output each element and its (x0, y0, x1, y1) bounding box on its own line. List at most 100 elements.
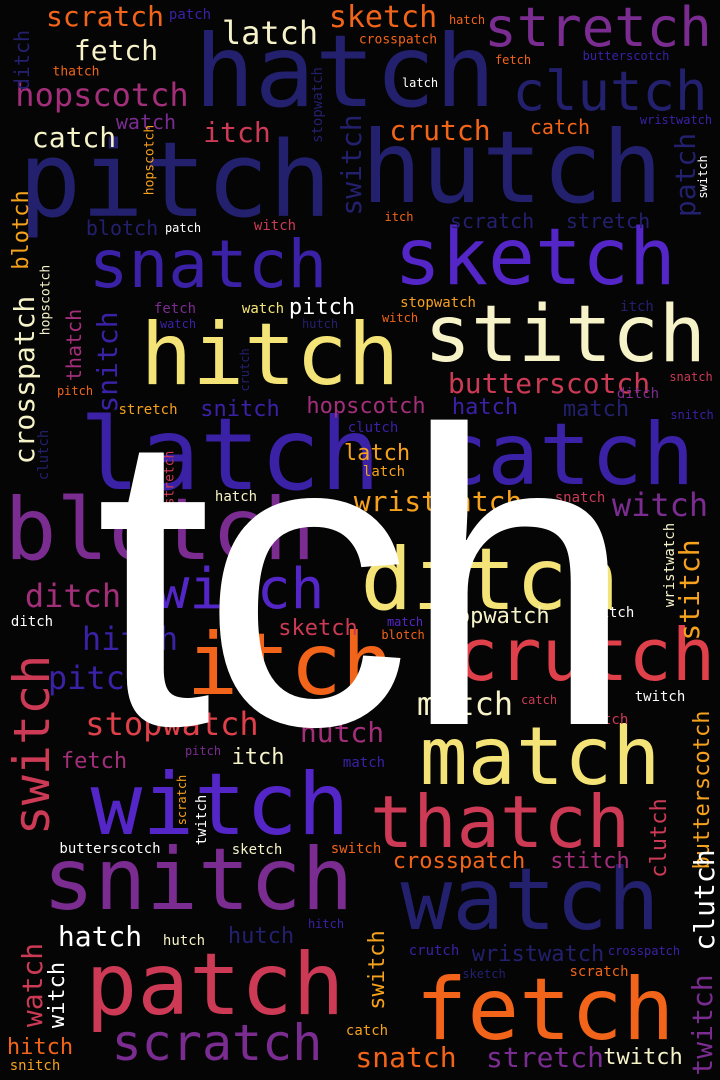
cloud-word: scratch (449, 209, 535, 233)
cloud-word: ditch (10, 614, 54, 630)
cloud-word: twitch (634, 689, 686, 705)
cloud-word: butterscotch (690, 710, 715, 870)
cloud-word: hutch (361, 109, 663, 226)
cloud-word: hutch (301, 317, 339, 331)
cloud-word: hutch (227, 924, 295, 949)
cloud-word: patch (164, 221, 202, 235)
cloud-word: match (416, 685, 514, 723)
cloud-word: stitch (673, 539, 706, 641)
cloud-word: catch (31, 121, 117, 154)
cloud-word: thatch (62, 308, 86, 382)
cloud-word: scratch (569, 964, 629, 980)
cloud-word: pitch (184, 744, 222, 758)
cloud-word: ditch (360, 530, 620, 630)
cloud-word: ditch (10, 29, 34, 91)
cloud-word: stopwatch (85, 705, 259, 743)
cloud-word: wristwatch (639, 113, 713, 127)
cloud-word: sketch (462, 967, 506, 981)
cloud-word: itch (384, 210, 414, 224)
cloud-word: stopwatch (310, 67, 326, 143)
cloud-word: switch (365, 930, 390, 1010)
cloud-word: hopscotch (142, 124, 158, 196)
cloud-word: blotch (9, 190, 34, 270)
cloud-word: stopwatch (430, 604, 550, 629)
cloud-word: snatch (355, 1041, 457, 1074)
cloud-word: switch (335, 114, 368, 216)
cloud-word: match (419, 710, 661, 803)
cloud-word: hitch (140, 305, 400, 405)
cloud-word: crosspatch (607, 944, 681, 958)
cloud-word: crosspatch (358, 32, 438, 48)
cloud-word: hopscotch (15, 76, 189, 114)
cloud-word: butterscotch (59, 841, 161, 857)
cloud-word: match (342, 755, 386, 771)
cloud-word: snitch (670, 408, 714, 422)
cloud-word: pitch (47, 659, 145, 697)
cloud-word: scratch (45, 0, 165, 33)
cloud-word: switch (3, 654, 61, 836)
cloud-word: itch (203, 116, 271, 149)
cloud-word: sketch (394, 213, 676, 303)
cloud-word: clutch (512, 60, 708, 123)
cloud-word: pitch (56, 384, 94, 398)
cloud-word: stretch (118, 402, 178, 418)
cloud-word: fetch (415, 960, 675, 1060)
cloud-word: match (562, 397, 630, 422)
cloud-word: catch (435, 405, 695, 505)
cloud-word: snatch (669, 370, 713, 384)
cloud-word: catch (345, 1023, 389, 1039)
cloud-word: stitch (424, 290, 706, 380)
cloud-word: itch (231, 745, 285, 770)
cloud-word: catch (529, 115, 591, 139)
cloud-word: crutch (454, 613, 716, 697)
cloud-word: witch (90, 755, 350, 855)
cloud-word: blotch (577, 712, 629, 728)
cloud-word: snatch (554, 490, 606, 506)
cloud-word: wristwatch (353, 485, 523, 518)
cloud-word: watch (16, 942, 49, 1028)
cloud-word: hitch (6, 1035, 74, 1060)
cloud-word: hatch (57, 920, 143, 953)
cloud-word: thatch (52, 64, 100, 80)
cloud-word: crosspatch (392, 849, 526, 874)
cloud-word: stretch (484, 0, 712, 59)
cloud-word: crutch (389, 114, 491, 147)
center-title: tch (94, 345, 635, 814)
cloud-word: blotch (85, 216, 159, 240)
cloud-word: hutch (299, 716, 385, 749)
cloud-word: watch (115, 110, 177, 134)
cloud-word: thatch (369, 780, 631, 864)
cloud-word: blotch (381, 628, 425, 642)
cloud-word: twitch (603, 1045, 683, 1070)
cloud-word: watch (159, 317, 197, 331)
cloud-word: pitch (288, 295, 356, 320)
cloud-word: scratch (111, 1014, 323, 1072)
cloud-word: clutch (688, 849, 720, 951)
cloud-word: hopscotch (38, 264, 54, 336)
cloud-word: sketch (328, 0, 438, 35)
cloud-word: twitch (686, 974, 719, 1076)
cloud-word: sketch (278, 616, 358, 641)
cloud-word: patch (168, 7, 212, 23)
cloud-word: itch (620, 299, 654, 315)
cloud-word: clutch (36, 429, 52, 481)
cloud-word: patch (85, 935, 345, 1035)
cloud-word: stitch (550, 849, 630, 874)
cloud-word: ditch (24, 577, 122, 615)
cloud-word: switch (696, 155, 710, 199)
cloud-word: latch (401, 76, 439, 90)
cloud-word: blotch (4, 480, 316, 580)
cloud-word: crutch (408, 943, 460, 959)
cloud-word: catch (520, 693, 558, 707)
cloud-word: switch (583, 605, 635, 621)
cloud-word: itch (186, 615, 394, 715)
cloud-word: hopscotch (306, 394, 426, 419)
cloud-word: latch (343, 441, 411, 466)
cloud-word: snatch (88, 226, 328, 303)
cloud-word: switch (330, 841, 382, 857)
cloud-word: hutch (162, 933, 206, 949)
cloud-word: fetch (153, 301, 197, 317)
cloud-word: clutch (347, 420, 399, 436)
cloud-word: latch (79, 396, 381, 513)
